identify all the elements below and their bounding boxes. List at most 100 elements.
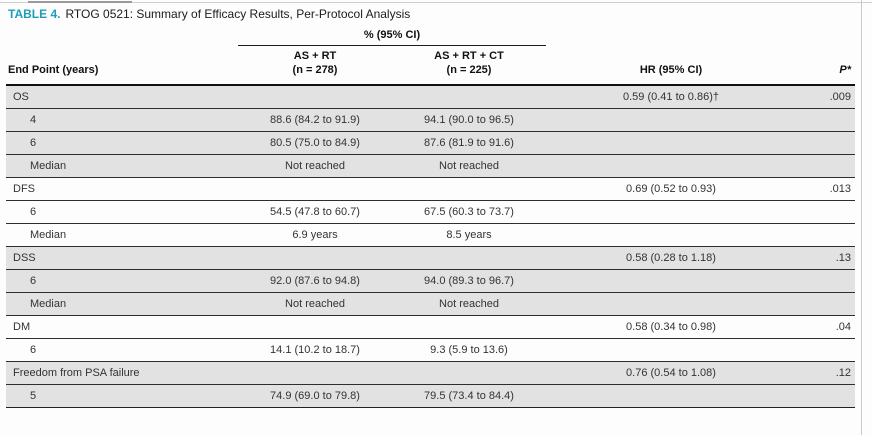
- column-header-hr: HR (95% CI): [639, 63, 703, 76]
- table-caption-title: RTOG 0521: Summary of Efficacy Results, …: [65, 7, 411, 21]
- table-row: 4 88.6 (84.2 to 91.9) 94.1 (90.0 to 96.5): [6, 108, 855, 131]
- p-value-cell: .13: [835, 251, 851, 264]
- endpoint-cell: OS: [13, 90, 29, 103]
- arm1-value-cell: [238, 85, 392, 109]
- table-caption: TABLE 4. RTOG 0521: Summary of Efficacy R…: [8, 7, 410, 21]
- arm1-value-cell: [238, 361, 392, 384]
- endpoint-cell: 6: [30, 274, 37, 287]
- endpoint-cell: 6: [30, 136, 37, 149]
- column-header-p: P*: [796, 46, 855, 85]
- table-row: DM 0.58 (0.34 to 0.98) .04: [6, 315, 855, 338]
- arm2-value-cell: 87.6 (81.9 to 91.6): [424, 136, 514, 149]
- spacer-cell: [796, 26, 855, 46]
- p-value-cell: [796, 384, 855, 407]
- arm1-value-cell: [238, 177, 392, 200]
- hr-value-cell: 0.59 (0.41 to 0.86)†: [622, 90, 719, 103]
- hr-value-cell: [546, 269, 796, 292]
- page-edge-top-line: [0, 2, 872, 3]
- arm1-value-cell: [238, 315, 392, 338]
- p-value-cell: [796, 108, 855, 131]
- endpoint-cell: 4: [30, 113, 37, 126]
- endpoint-cell: 5: [30, 389, 37, 402]
- table-row: 6 92.0 (87.6 to 94.8) 94.0 (89.3 to 96.7): [6, 269, 855, 292]
- column-group-header: % (95% CI): [238, 26, 546, 46]
- p-value-cell: .04: [835, 320, 851, 333]
- hr-value-cell: [546, 384, 796, 407]
- arm1-value-cell: 74.9 (69.0 to 79.8): [270, 389, 360, 402]
- column-header-endpoint: End Point (years): [8, 63, 99, 76]
- p-value-cell: [796, 223, 855, 246]
- endpoint-cell: Freedom from PSA failure: [13, 366, 140, 379]
- arm1-value-cell: 80.5 (75.0 to 84.9): [270, 136, 360, 149]
- column-header-arm1: AS + RT (n = 278): [238, 46, 392, 85]
- endpoint-cell: Median: [30, 297, 67, 310]
- arm1-value-cell: 54.5 (47.8 to 60.7): [270, 205, 360, 218]
- p-value-cell: [796, 338, 855, 361]
- table-row: 6 54.5 (47.8 to 60.7) 67.5 (60.3 to 73.7): [6, 200, 855, 223]
- arm1-value-cell: 92.0 (87.6 to 94.8): [270, 274, 360, 287]
- arm2-value-cell: [392, 361, 546, 384]
- table-body: OS 0.59 (0.41 to 0.86)† .009 4 88.6 (84.2 to…: [6, 84, 855, 407]
- arm2-value-cell: Not reached: [439, 159, 499, 172]
- table-row: 5 74.9 (69.0 to 79.8) 79.5 (73.4 to 84.4): [6, 384, 855, 407]
- arm2-value-cell: 79.5 (73.4 to 84.4): [424, 389, 514, 402]
- arm2-value-cell: [392, 177, 546, 200]
- scan-artifact: [28, 1, 132, 3]
- column-header-arm2: AS + RT + CT (n = 225): [392, 46, 546, 85]
- arm1-value-cell: Not reached: [285, 159, 345, 172]
- p-value-cell: .12: [835, 366, 851, 379]
- hr-value-cell: [546, 338, 796, 361]
- arm1-value-cell: Not reached: [285, 297, 345, 310]
- p-value-cell: [796, 269, 855, 292]
- arm2-value-cell: 8.5 years: [446, 228, 492, 241]
- arm2-value-cell: [392, 315, 546, 338]
- table-row: 6 80.5 (75.0 to 84.9) 87.6 (81.9 to 91.6): [6, 131, 855, 154]
- arm2-name: AS + RT + CT: [434, 50, 504, 62]
- hr-value-cell: [546, 200, 796, 223]
- hr-value-cell: 0.58 (0.28 to 1.18): [626, 251, 716, 264]
- arm2-n: (n = 225): [446, 63, 492, 76]
- p-value-cell: .009: [829, 90, 851, 103]
- arm1-value-cell: 6.9 years: [292, 228, 338, 241]
- hr-value-cell: [546, 292, 796, 315]
- table-row: Median Not reached Not reached: [6, 154, 855, 177]
- table-row: Median 6.9 years 8.5 years: [6, 223, 855, 246]
- arm1-name: AS + RT: [293, 50, 337, 62]
- arm2-value-cell: 94.1 (90.0 to 96.5): [424, 113, 514, 126]
- arm1-value-cell: 14.1 (10.2 to 18.7): [270, 343, 360, 356]
- page-edge-right-line: [861, 0, 862, 435]
- table-row: Median Not reached Not reached: [6, 292, 855, 315]
- spanner-row: % (95% CI): [6, 26, 855, 46]
- arm2-value-cell: 9.3 (5.9 to 13.6): [430, 343, 508, 356]
- endpoint-cell: Median: [30, 228, 67, 241]
- table-row: OS 0.59 (0.41 to 0.86)† .009: [6, 84, 855, 109]
- endpoint-cell: 6: [30, 205, 37, 218]
- p-value-cell: [796, 292, 855, 315]
- p-value-cell: [796, 200, 855, 223]
- arm2-value-cell: 67.5 (60.3 to 73.7): [424, 205, 514, 218]
- table-row: DSS 0.58 (0.28 to 1.18) .13: [6, 246, 855, 269]
- table-caption-label: TABLE 4.: [8, 7, 61, 21]
- p-value-cell: [796, 154, 855, 177]
- arm2-value-cell: [392, 246, 546, 269]
- spacer-cell: [6, 26, 238, 46]
- hr-value-cell: [546, 108, 796, 131]
- endpoint-cell: DSS: [13, 251, 36, 264]
- endpoint-cell: Median: [30, 159, 67, 172]
- p-value-cell: .013: [829, 182, 851, 195]
- endpoint-cell: DFS: [13, 182, 35, 195]
- spacer-cell: [546, 26, 796, 46]
- hr-value-cell: 0.58 (0.34 to 0.98): [626, 320, 716, 333]
- arm1-n: (n = 278): [292, 63, 338, 76]
- arm1-value-cell: [238, 246, 392, 269]
- arm2-value-cell: Not reached: [439, 297, 499, 310]
- p-label: P*: [839, 63, 851, 76]
- table-row: Freedom from PSA failure 0.76 (0.54 to 1.…: [6, 361, 855, 384]
- hr-value-cell: [546, 154, 796, 177]
- arm1-value-cell: 88.6 (84.2 to 91.9): [270, 113, 360, 126]
- hr-value-cell: [546, 131, 796, 154]
- hr-value-cell: [546, 223, 796, 246]
- hr-value-cell: 0.69 (0.52 to 0.93): [626, 182, 716, 195]
- endpoint-cell: 6: [30, 343, 37, 356]
